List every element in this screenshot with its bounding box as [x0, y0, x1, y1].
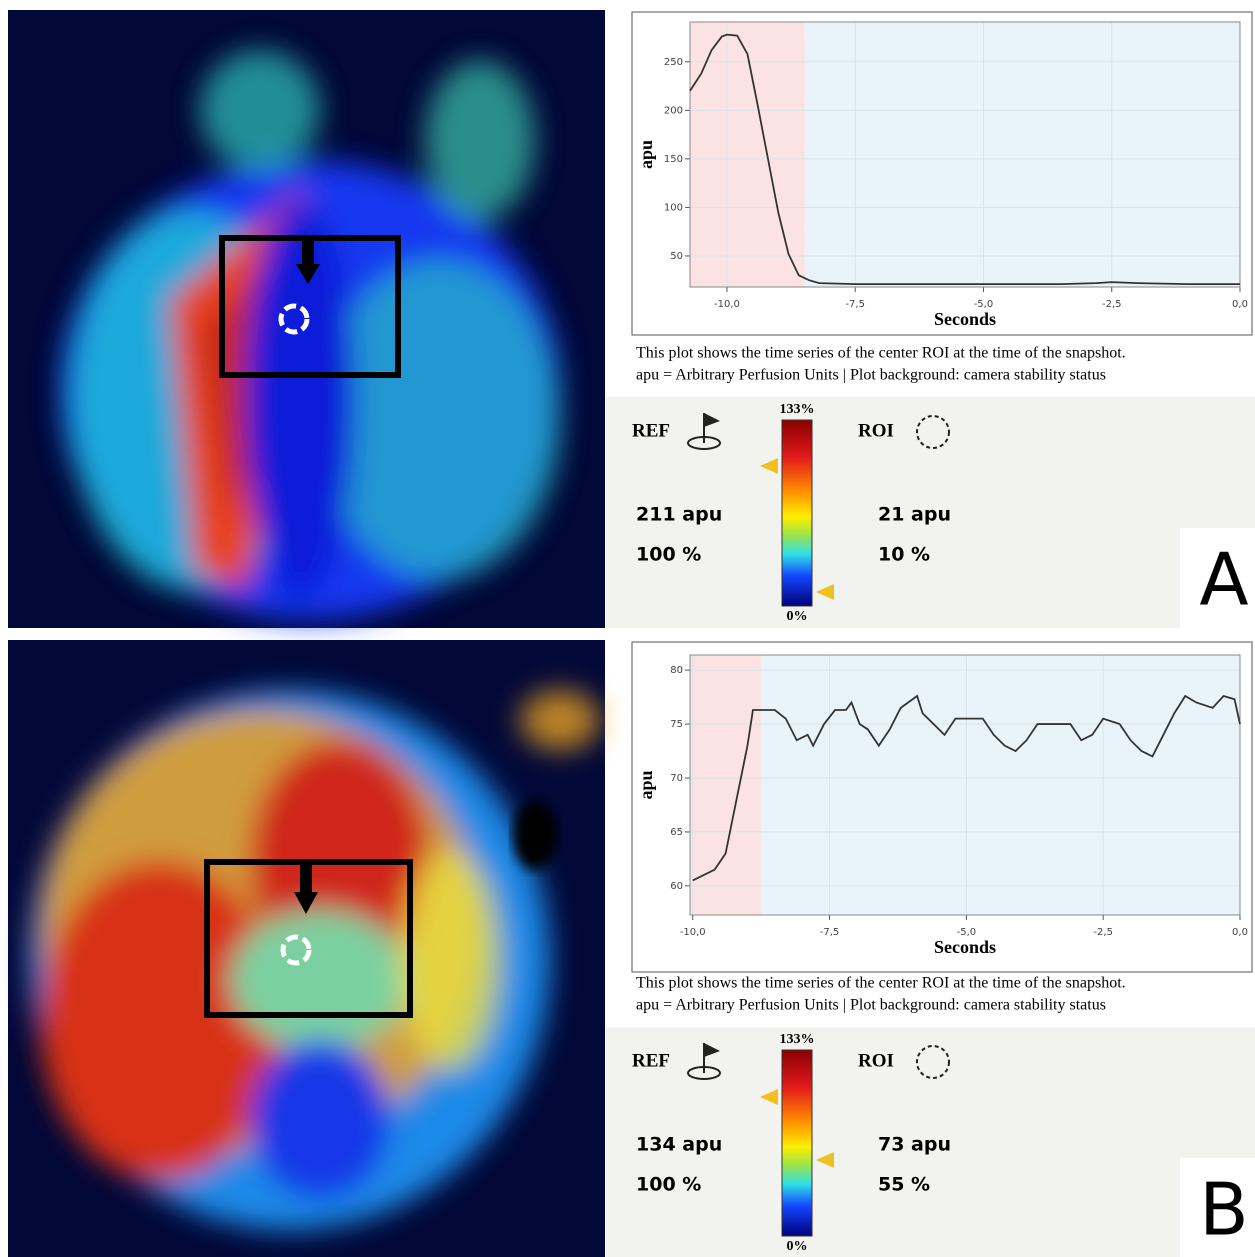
caption: apu = Arbitrary Perfusion Units | Plot b…	[636, 367, 1106, 384]
y-tick-label: 50	[670, 251, 683, 262]
x-tick-label: 0,0	[1232, 927, 1248, 938]
legend-panel	[606, 397, 1255, 628]
series-line	[692, 694, 1241, 882]
plot-area-border	[689, 654, 1241, 916]
scale-marker	[760, 458, 778, 474]
x-tick-label: 0,0	[1232, 299, 1248, 310]
x-tick-label: -2,5	[1102, 299, 1122, 310]
roi-percent: 55 %	[878, 1174, 930, 1196]
y-tick-label: 65	[670, 827, 683, 838]
color-scale	[781, 419, 813, 607]
y-tick-label: 250	[664, 57, 683, 68]
letter-box	[1180, 1158, 1255, 1257]
panel-letter: A	[1199, 538, 1248, 622]
roi-icon	[916, 415, 950, 449]
stability-band	[804, 22, 1240, 287]
stability-band	[761, 655, 1240, 915]
roi-label: ROI	[858, 420, 894, 441]
series-line	[689, 33, 1240, 285]
x-axis-label: Seconds	[934, 937, 996, 957]
ref-flag	[704, 1043, 720, 1057]
ref-label: REF	[632, 1050, 670, 1071]
roi-apu: 21 apu	[878, 504, 951, 526]
x-tick-label: -5,0	[974, 299, 994, 310]
scale-min: 0%	[787, 1239, 808, 1254]
perfusion-image-a	[8, 10, 605, 628]
y-tick-label: 200	[664, 105, 683, 116]
scale-marker	[816, 584, 834, 600]
ref-apu: 134 apu	[636, 1134, 722, 1156]
ref-apu: 211 apu	[636, 504, 722, 526]
legend-panel	[606, 1027, 1255, 1257]
caption: This plot shows the time series of the c…	[636, 975, 1126, 992]
x-tick-label: -2,5	[1093, 927, 1113, 938]
ref-percent: 100 %	[636, 544, 701, 566]
scale-marker	[816, 1152, 834, 1168]
perfusion-image-b	[8, 640, 605, 1257]
y-tick-label: 60	[670, 881, 683, 892]
roi-apu: 73 apu	[878, 1134, 951, 1156]
x-tick-label: -10,0	[680, 927, 706, 938]
caption: apu = Arbitrary Perfusion Units | Plot b…	[636, 997, 1106, 1014]
x-tick-label: -7,5	[820, 927, 840, 938]
y-tick-label: 80	[670, 665, 683, 676]
ref-percent: 100 %	[636, 1174, 701, 1196]
roi-percent: 10 %	[878, 544, 930, 566]
y-axis-label: apu	[636, 140, 656, 169]
y-tick-label: 100	[664, 202, 683, 213]
plot-area-border	[689, 21, 1241, 288]
x-axis-label: Seconds	[934, 309, 996, 329]
y-tick-label: 70	[670, 773, 683, 784]
y-tick-label: 75	[670, 719, 683, 730]
x-tick-label: -5,0	[957, 927, 977, 938]
y-tick-label: 150	[664, 154, 683, 165]
y-axis-label: apu	[636, 770, 656, 799]
color-scale	[781, 1049, 813, 1237]
panel-letter: B	[1199, 1168, 1248, 1252]
scale-max: 133%	[780, 402, 815, 417]
letter-box	[1180, 528, 1255, 628]
x-tick-label: -7,5	[845, 299, 865, 310]
scale-min: 0%	[787, 609, 808, 624]
scale-max: 133%	[780, 1032, 815, 1047]
roi-icon	[916, 1045, 950, 1079]
roi-label: ROI	[858, 1050, 894, 1071]
ref-label: REF	[632, 420, 670, 441]
ref-flag	[704, 413, 720, 427]
scale-marker	[760, 1089, 778, 1105]
stability-band	[690, 655, 762, 915]
caption: This plot shows the time series of the c…	[636, 345, 1126, 362]
x-tick-label: -10,0	[714, 299, 740, 310]
